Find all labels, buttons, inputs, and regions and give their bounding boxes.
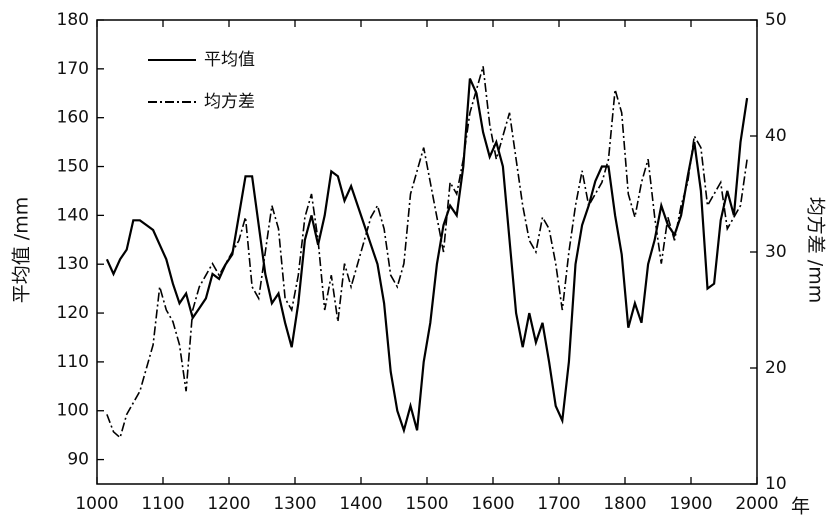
x-tick-label: 2000 — [735, 494, 778, 514]
y-tick-label: 130 — [57, 254, 89, 274]
y-tick-label: 160 — [57, 108, 89, 128]
legend-label: 平均值 — [204, 50, 255, 70]
y-tick-label: 110 — [57, 352, 89, 372]
y2-tick-label: 10 — [765, 474, 787, 494]
x-tick-label: 1800 — [603, 494, 646, 514]
y-tick-label: 90 — [67, 450, 89, 470]
x-tick-label: 1200 — [207, 494, 250, 514]
y-tick-label: 100 — [57, 401, 89, 421]
series-line — [106, 66, 748, 440]
y-tick-label: 140 — [57, 205, 89, 225]
y2-tick-label: 50 — [765, 10, 787, 30]
legend-label: 均方差 — [204, 92, 255, 112]
x-tick-label: 1000 — [75, 494, 118, 514]
plot-frame — [96, 19, 758, 485]
y2-tick-label: 20 — [765, 358, 787, 378]
series-line — [105, 78, 749, 435]
x-axis-title: 年 — [791, 496, 810, 518]
y-tick-label: 120 — [57, 303, 89, 323]
x-tick-label: 1700 — [537, 494, 580, 514]
x-tick-label: 1600 — [471, 494, 514, 514]
y-axis-title: 平均值 /mm — [11, 197, 33, 303]
x-tick-label: 1900 — [669, 494, 712, 514]
y2-tick-label: 30 — [765, 242, 787, 262]
x-tick-label: 1400 — [339, 494, 382, 514]
y2-axis-title: 均方差 /mm — [805, 197, 827, 303]
y-tick-label: 150 — [57, 157, 89, 177]
x-tick-label: 1300 — [273, 494, 316, 514]
y-tick-label: 180 — [57, 10, 89, 30]
x-tick-label: 1100 — [141, 494, 184, 514]
y-tick-label: 170 — [57, 59, 89, 79]
x-tick-label: 1500 — [405, 494, 448, 514]
y2-tick-label: 40 — [765, 126, 787, 146]
